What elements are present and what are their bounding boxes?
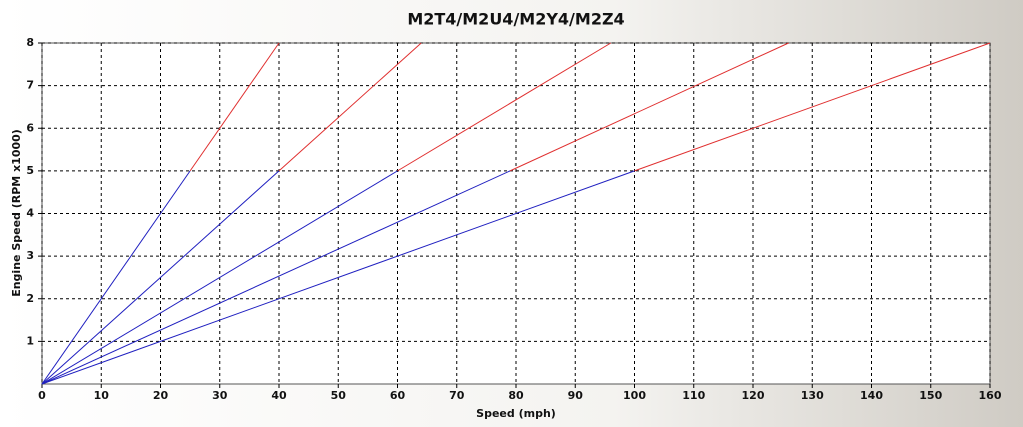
y-tick-label: 3 [26,249,34,262]
x-tick-label: 80 [508,389,524,402]
x-tick-label: 140 [860,389,883,402]
x-tick-label: 110 [682,389,705,402]
line-series [41,170,635,385]
y-tick-label: 2 [26,292,34,305]
x-tick-label: 160 [979,389,1002,402]
line-series [189,42,280,172]
line-series [397,42,612,172]
x-tick-label: 150 [919,389,942,402]
x-tick-label: 130 [801,389,824,402]
y-tick-label: 5 [26,164,34,177]
x-tick-label: 90 [568,389,584,402]
x-axis-label: Speed (mph) [476,407,556,420]
x-tick-label: 30 [212,389,228,402]
x-tick-label: 70 [449,389,465,402]
line-series [41,170,511,385]
x-tick-label: 20 [153,389,169,402]
y-tick-label: 7 [26,79,34,92]
y-tick-label: 8 [26,36,34,49]
y-tick-label: 4 [26,207,34,220]
line-series [634,42,991,172]
x-tick-label: 0 [38,389,46,402]
line-series [41,170,398,385]
line-series [41,170,191,385]
y-tick-label: 6 [26,121,34,134]
x-tick-label: 50 [331,389,347,402]
x-tick-label: 60 [390,389,406,402]
line-series [41,170,280,385]
x-tick-label: 40 [271,389,287,402]
chart-title: M2T4/M2U4/M2Y4/M2Z4 [407,10,624,29]
line-series [278,42,422,172]
y-axis-label: Engine Speed (RPM x1000) [10,129,23,297]
x-tick-label: 100 [623,389,646,402]
x-tick-label: 10 [94,389,110,402]
y-tick-label: 1 [26,334,34,347]
line-series [509,42,789,172]
x-tick-label: 120 [742,389,765,402]
